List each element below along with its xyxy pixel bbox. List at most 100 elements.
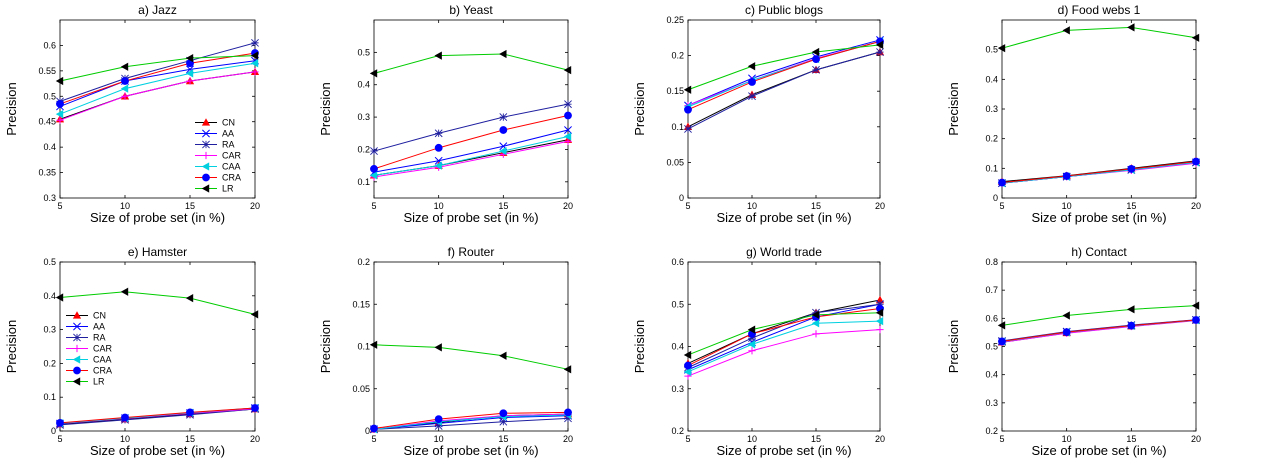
y-tick-label: 0.4 bbox=[43, 291, 56, 301]
legend-marker bbox=[72, 355, 81, 364]
series-car bbox=[370, 410, 572, 433]
x-tick-label: 5 bbox=[685, 434, 690, 444]
series-lr bbox=[369, 49, 572, 78]
data-point-ra bbox=[434, 129, 443, 138]
series-line-cra bbox=[1001, 319, 1197, 342]
series-lr bbox=[55, 287, 259, 319]
legend-marker bbox=[201, 184, 210, 193]
series-car bbox=[56, 405, 259, 428]
series-aa bbox=[998, 316, 1200, 346]
y-tick-label: 0.7 bbox=[985, 285, 998, 295]
chart-g-world-trade: g) World trade 5 10 15 20 0.2 0.3 0.4 0.5 0.6 Size… bbox=[632, 245, 885, 458]
x-axis-label: Size of probe set (in %) bbox=[403, 210, 538, 225]
series-line-ra bbox=[373, 417, 569, 430]
legend-marker bbox=[73, 366, 81, 375]
series-cn bbox=[683, 47, 885, 130]
axes-box bbox=[373, 261, 569, 432]
data-point-caa bbox=[369, 171, 378, 180]
legend-marker bbox=[73, 344, 81, 353]
legend-marker bbox=[202, 173, 210, 182]
x-tick-label: 5 bbox=[685, 201, 690, 211]
series-line-cra bbox=[1001, 161, 1197, 184]
series-line-caa bbox=[1001, 161, 1197, 184]
legend-item-ra: RA bbox=[66, 333, 106, 343]
series-ra bbox=[370, 414, 572, 434]
y-tick-label: 0.2 bbox=[43, 358, 56, 368]
data-point-caa bbox=[683, 367, 692, 376]
legend-item-car: CAR bbox=[195, 151, 242, 161]
series-cn bbox=[55, 67, 260, 123]
data-point-car bbox=[876, 326, 884, 334]
legend-item-aa: AA bbox=[66, 322, 105, 332]
data-point-cra bbox=[186, 408, 194, 417]
series-line-lr bbox=[373, 53, 569, 74]
legend-label: LR bbox=[93, 377, 105, 387]
data-point-lr bbox=[369, 69, 378, 78]
legend-item-ra: RA bbox=[195, 140, 235, 150]
legend-label: CRA bbox=[222, 173, 241, 183]
series-ra bbox=[56, 405, 259, 429]
chart-title: c) Public blogs bbox=[745, 3, 823, 17]
data-point-lr bbox=[434, 51, 442, 60]
series-line-lr bbox=[373, 344, 569, 370]
y-tick-label: 0.2 bbox=[985, 134, 998, 144]
series-lr bbox=[369, 340, 572, 374]
y-tick-label: 0.3 bbox=[43, 193, 56, 203]
y-tick-label: 0.15 bbox=[666, 86, 684, 96]
x-tick-label: 10 bbox=[1062, 201, 1072, 211]
series-lr bbox=[997, 301, 1200, 330]
data-point-aa bbox=[564, 126, 572, 134]
series-line-aa bbox=[59, 60, 256, 107]
series-aa bbox=[370, 126, 572, 177]
x-axis-label: Size of probe set (in %) bbox=[90, 443, 225, 458]
y-tick-label: 0.6 bbox=[43, 40, 56, 50]
legend-marker bbox=[201, 162, 210, 171]
data-point-cra bbox=[748, 78, 756, 86]
legend-item-cra: CRA bbox=[195, 173, 241, 183]
data-point-caa bbox=[499, 146, 507, 156]
data-point-ra bbox=[370, 147, 378, 155]
data-point-lr bbox=[997, 321, 1006, 330]
data-point-lr bbox=[120, 287, 129, 296]
y-tick-label: 0 bbox=[365, 426, 370, 436]
y-tick-label: 0.4 bbox=[985, 370, 998, 380]
series-lr bbox=[55, 51, 259, 86]
y-tick-label: 0 bbox=[679, 193, 684, 203]
y-axis-label: Precision bbox=[946, 82, 961, 135]
series-caa bbox=[55, 403, 259, 428]
x-tick-label: 20 bbox=[250, 201, 260, 211]
series-cra bbox=[684, 37, 884, 114]
x-tick-label: 20 bbox=[563, 434, 573, 444]
data-point-lr bbox=[875, 308, 884, 317]
series-line-lr bbox=[687, 44, 881, 91]
series-line-car bbox=[687, 40, 881, 106]
series-cra bbox=[56, 404, 259, 427]
chart-title: f) Router bbox=[448, 245, 495, 259]
y-tick-label: 0 bbox=[993, 193, 998, 203]
series-line-ra bbox=[59, 42, 256, 102]
y-axis-label: Precision bbox=[632, 320, 647, 373]
data-point-cra bbox=[1127, 165, 1136, 173]
data-point-cra bbox=[499, 126, 508, 134]
y-axis-label: Precision bbox=[632, 82, 647, 135]
data-point-cra bbox=[56, 100, 64, 108]
legend-label: CAR bbox=[222, 151, 242, 161]
x-tick-label: 10 bbox=[747, 434, 757, 444]
y-tick-label: 0 bbox=[51, 426, 56, 436]
data-point-caa bbox=[563, 132, 572, 141]
y-tick-label: 0.5 bbox=[357, 47, 370, 57]
series-line-lr bbox=[59, 291, 256, 315]
x-tick-label: 15 bbox=[811, 201, 821, 211]
y-tick-label: 0.5 bbox=[43, 257, 56, 267]
data-point-lr bbox=[811, 310, 820, 319]
data-point-car bbox=[121, 92, 129, 100]
legend-marker bbox=[72, 377, 81, 386]
y-tick-label: 0.4 bbox=[985, 74, 998, 84]
series-aa bbox=[56, 56, 259, 111]
data-point-cra bbox=[1192, 316, 1200, 324]
data-point-cra bbox=[812, 55, 820, 64]
x-tick-label: 10 bbox=[747, 201, 757, 211]
data-point-lr bbox=[747, 325, 756, 334]
x-axis-label: Size of probe set (in %) bbox=[716, 443, 851, 458]
series-line-ra bbox=[373, 103, 569, 152]
